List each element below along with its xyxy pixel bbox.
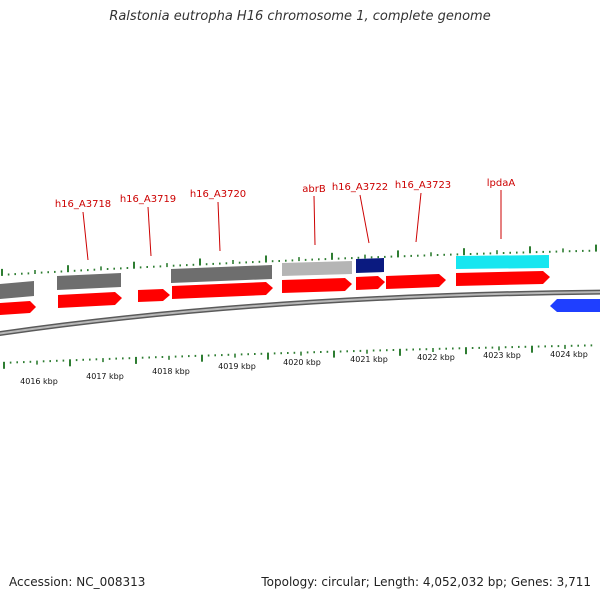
gene-label-a3719: h16_A3719 [120,194,176,205]
position-label-4018: 4018 kbp [152,367,190,376]
gray-feature-a3720 [171,265,272,283]
callout-line-a3719 [147,206,152,257]
accession-text: Accession: NC_008313 [9,575,146,589]
position-label-4016: 4016 kbp [20,377,58,386]
gene-label-a3722: h16_A3722 [332,182,388,193]
gene-label-a3718: h16_A3718 [55,199,111,210]
forward-cds-a3723 [386,274,446,289]
gene-label-a3723: h16_A3723 [395,180,451,191]
position-label-4021: 4021 kbp [350,355,388,364]
gene-label-abrb: abrB [302,184,326,195]
callout-line-a3722 [359,194,370,244]
forward-cds-a3720 [172,282,273,299]
map-title: Ralstonia eutropha H16 chromosome 1, com… [109,9,491,24]
navy-feature-a3722 [356,258,384,273]
callout-line-abrb [313,195,316,246]
position-label-4022: 4022 kbp [417,353,455,362]
cyan-feature-lpdaa [456,255,549,269]
forward-cds-a3722 [356,276,385,290]
position-label-4019: 4019 kbp [218,362,256,371]
genome-summary-text: Topology: circular; Length: 4,052,032 bp… [261,575,591,589]
gene-label-a3720: h16_A3720 [190,189,246,200]
outer-tick-ring [1,244,597,276]
forward-cds-abrb [282,278,352,293]
forward-cds-lpdaa [456,271,550,286]
gray-feature-left-edge [0,281,34,299]
gray-feature-a3718 [57,273,121,290]
inner-tick-ring [3,344,593,369]
forward-cds-left-edge [0,301,36,315]
callout-line-a3720 [217,201,221,252]
callout-line-a3718 [82,211,89,261]
reverse-cds-right-edge [550,299,600,312]
position-label-4020: 4020 kbp [283,358,321,367]
chromosome-backbone-highlight [0,291,600,335]
forward-cds-a3719 [138,289,170,302]
gene-label-lpdaa: lpdaA [487,178,516,189]
light-gray-feature-abrb [282,261,352,276]
forward-cds-a3718 [58,292,122,308]
callout-line-a3723 [415,192,422,243]
position-label-4017: 4017 kbp [86,372,124,381]
position-label-4024: 4024 kbp [550,350,588,359]
position-label-4023: 4023 kbp [483,351,521,360]
